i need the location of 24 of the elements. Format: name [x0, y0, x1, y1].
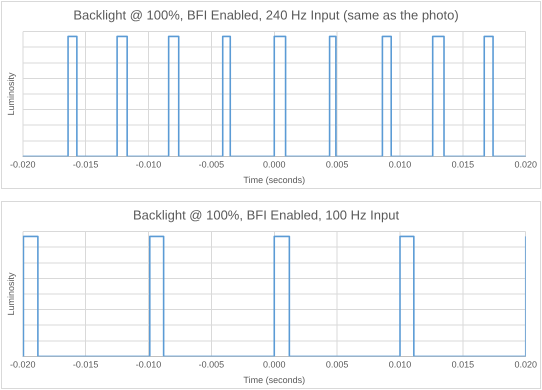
x-tick-label: -0.010	[136, 159, 162, 170]
x-tick-label: -0.005	[198, 159, 224, 170]
x-tick-label: 0.015	[452, 159, 474, 170]
x-axis-title: Time (seconds)	[243, 375, 306, 386]
x-tick-label: 0.000	[263, 159, 286, 170]
y-axis-title: Luminosity	[6, 272, 16, 316]
x-tick-label: -0.010	[136, 359, 162, 370]
x-tick-label: 0.010	[388, 359, 412, 370]
x-tick-label: 0.005	[326, 159, 348, 170]
chart-title: Backlight @ 100%, BFI Enabled, 240 Hz Input (same as the photo)	[73, 7, 459, 22]
x-tick-label: 0.020	[514, 359, 538, 370]
x-tick-label: -0.020	[10, 359, 36, 370]
x-tick-label: -0.020	[10, 159, 36, 170]
x-tick-label: 0.005	[326, 359, 348, 370]
x-tick-label: 0.020	[514, 159, 538, 170]
x-tick-label: -0.015	[72, 359, 98, 370]
x-tick-label: -0.015	[72, 159, 98, 170]
x-axis-title: Time (seconds)	[243, 175, 306, 186]
chart-title: Backlight @ 100%, BFI Enabled, 100 Hz Input	[132, 207, 400, 222]
x-tick-label: 0.010	[388, 159, 412, 170]
x-tick-label: 0.015	[452, 359, 474, 370]
x-tick-label: -0.005	[198, 359, 224, 370]
x-tick-label: 0.000	[263, 359, 286, 370]
y-axis-title: Luminosity	[6, 72, 16, 116]
